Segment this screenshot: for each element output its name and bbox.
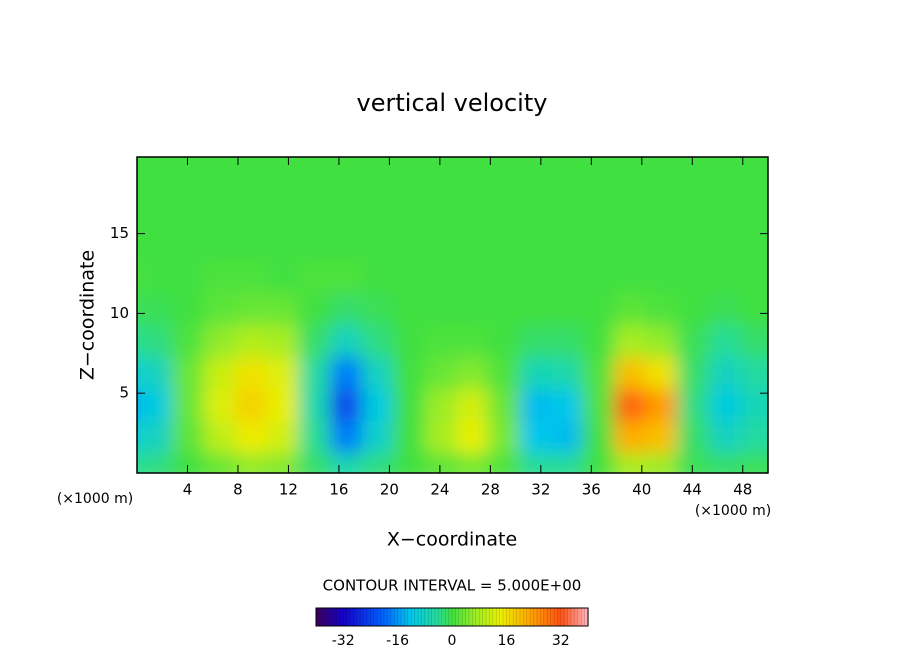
x-tick-label: 40 [632, 481, 651, 499]
x-tick-label: 20 [380, 481, 399, 499]
x-axis-label: X−coordinate [387, 529, 517, 551]
y-axis-label: Z−coordinate [77, 250, 99, 380]
x-tick-label: 36 [582, 481, 601, 499]
contour-note: CONTOUR INTERVAL = 5.000E+00 [323, 577, 582, 595]
plot-frame [136, 156, 769, 474]
x-tick-label: 8 [233, 481, 243, 499]
x-tick-label: 48 [733, 481, 752, 499]
colorbar-tick-label: 0 [448, 633, 457, 649]
x-tick-label: 12 [279, 481, 298, 499]
x-tick-label: 44 [683, 481, 702, 499]
x-tick-label: 4 [183, 481, 193, 499]
colorbar-tick-label: 32 [552, 633, 570, 649]
x-tick-label: 28 [481, 481, 500, 499]
x-tick-label: 32 [531, 481, 550, 499]
y-tick-label: 5 [119, 384, 129, 402]
field-cells [137, 157, 768, 473]
y-tick-label: 10 [110, 304, 129, 322]
field [137, 157, 768, 473]
colorbar-tick-label: -32 [332, 633, 355, 649]
colorbar-frame [315, 607, 589, 627]
chart-title: vertical velocity [357, 89, 548, 117]
colorbar-tick-label: -16 [386, 633, 409, 649]
x-unit-label: (×1000 m) [57, 491, 133, 507]
x-tick-label: 24 [430, 481, 449, 499]
y-tick-label: 15 [110, 224, 129, 242]
x-unit-label: (×1000 m) [695, 503, 771, 519]
colorbar [315, 607, 589, 627]
colorbar-tick-label: 16 [497, 633, 515, 649]
x-tick-label: 16 [329, 481, 348, 499]
cell [740, 157, 768, 198]
